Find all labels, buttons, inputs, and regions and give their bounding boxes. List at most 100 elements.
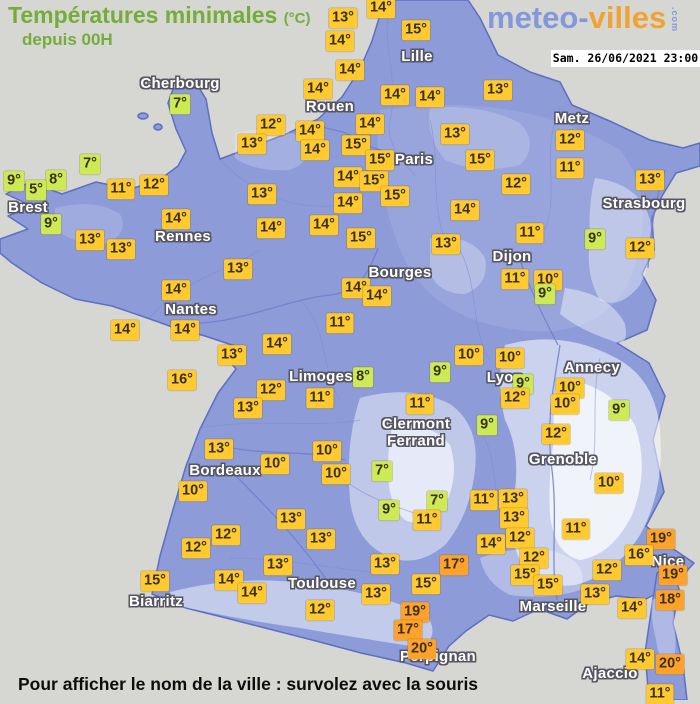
temp-label[interactable]: 13°: [432, 234, 460, 254]
temp-label[interactable]: 13°: [264, 555, 292, 575]
temp-label[interactable]: 9°: [379, 500, 399, 520]
temp-label[interactable]: 13°: [76, 230, 104, 250]
temp-label[interactable]: 7°: [372, 461, 392, 481]
temp-label[interactable]: 14°: [451, 200, 479, 220]
temp-label[interactable]: 9°: [430, 362, 450, 382]
temp-label[interactable]: 13°: [500, 508, 528, 528]
temp-label[interactable]: 13°: [371, 554, 399, 574]
temp-label[interactable]: 11°: [516, 223, 544, 243]
temp-label[interactable]: 12°: [542, 424, 570, 444]
temp-label[interactable]: 12°: [182, 538, 210, 558]
temp-label[interactable]: 16°: [168, 370, 196, 390]
temp-label[interactable]: 19°: [401, 602, 429, 622]
temp-label[interactable]: 13°: [205, 439, 233, 459]
temp-label[interactable]: 14°: [215, 570, 243, 590]
temp-label[interactable]: 7°: [80, 154, 100, 174]
temp-label[interactable]: 10°: [322, 464, 350, 484]
temp-label[interactable]: 14°: [304, 79, 332, 99]
temp-label[interactable]: 20°: [656, 654, 684, 674]
temp-label[interactable]: 8°: [353, 367, 373, 387]
temp-label[interactable]: 14°: [326, 31, 354, 51]
temp-label[interactable]: 9°: [477, 415, 497, 435]
temp-label[interactable]: 11°: [326, 313, 354, 333]
temp-label[interactable]: 14°: [162, 209, 190, 229]
temp-label[interactable]: 12°: [140, 175, 168, 195]
temp-label[interactable]: 10°: [556, 378, 584, 398]
temp-label[interactable]: 13°: [234, 398, 262, 418]
temp-label[interactable]: 13°: [441, 124, 469, 144]
temp-label[interactable]: 12°: [501, 388, 529, 408]
temp-label[interactable]: 18°: [656, 590, 684, 610]
site-logo[interactable]: meteo-villes .com: [487, 2, 680, 33]
temp-label[interactable]: 13°: [499, 489, 527, 509]
temp-label[interactable]: 12°: [502, 174, 530, 194]
temp-label[interactable]: 14°: [334, 193, 362, 213]
temp-label[interactable]: 14°: [257, 218, 285, 238]
temp-label[interactable]: 7°: [427, 491, 447, 511]
temp-label[interactable]: 14°: [111, 320, 139, 340]
temp-label[interactable]: 13°: [329, 8, 357, 28]
temp-label[interactable]: 10°: [179, 481, 207, 501]
temp-label[interactable]: 13°: [107, 239, 135, 259]
temp-label[interactable]: 12°: [212, 525, 240, 545]
temp-label[interactable]: 13°: [224, 259, 252, 279]
temp-label[interactable]: 15°: [366, 150, 394, 170]
temp-label[interactable]: 14°: [367, 0, 395, 18]
temp-label[interactable]: 14°: [342, 278, 370, 298]
temp-label[interactable]: 14°: [310, 215, 338, 235]
temp-label[interactable]: 9°: [535, 284, 555, 304]
temp-label[interactable]: 15°: [534, 575, 562, 595]
temp-label[interactable]: 10°: [551, 394, 579, 414]
temp-label[interactable]: 19°: [647, 529, 675, 549]
temp-label[interactable]: 7°: [170, 94, 190, 114]
temp-label[interactable]: 11°: [413, 510, 441, 530]
temp-label[interactable]: 15°: [511, 565, 539, 585]
temp-label[interactable]: 12°: [520, 548, 548, 568]
temp-label[interactable]: 11°: [556, 158, 584, 178]
temp-label[interactable]: 14°: [356, 114, 384, 134]
temp-label[interactable]: 5°: [26, 180, 46, 200]
temp-label[interactable]: 9°: [609, 400, 629, 420]
temp-label[interactable]: 11°: [406, 394, 434, 414]
temp-label[interactable]: 12°: [257, 380, 285, 400]
temp-label[interactable]: 17°: [394, 620, 422, 640]
temp-label[interactable]: 12°: [306, 600, 334, 620]
temp-label[interactable]: 14°: [477, 534, 505, 554]
temp-label[interactable]: 15°: [412, 574, 440, 594]
temp-label[interactable]: 12°: [257, 115, 285, 135]
temp-label[interactable]: 13°: [248, 184, 276, 204]
temp-label[interactable]: 15°: [347, 228, 375, 248]
temp-label[interactable]: 14°: [381, 85, 409, 105]
temp-label[interactable]: 10°: [496, 348, 524, 368]
temp-label[interactable]: 11°: [501, 269, 529, 289]
temp-label[interactable]: 9°: [4, 171, 24, 191]
temp-label[interactable]: 12°: [626, 238, 654, 258]
temp-label[interactable]: 11°: [107, 179, 135, 199]
temp-label[interactable]: 10°: [455, 345, 483, 365]
temp-label[interactable]: 14°: [301, 140, 329, 160]
temp-label[interactable]: 15°: [381, 186, 409, 206]
temp-label[interactable]: 11°: [470, 490, 498, 510]
temp-label[interactable]: 13°: [581, 584, 609, 604]
temp-label[interactable]: 13°: [307, 529, 335, 549]
temp-label[interactable]: 8°: [46, 170, 66, 190]
temp-label[interactable]: 20°: [408, 639, 436, 659]
temp-label[interactable]: 13°: [362, 584, 390, 604]
temp-label[interactable]: 11°: [562, 519, 590, 539]
temp-label[interactable]: 14°: [363, 286, 391, 306]
temp-label[interactable]: 14°: [162, 280, 190, 300]
temp-label[interactable]: 14°: [238, 583, 266, 603]
temp-label[interactable]: 15°: [466, 150, 494, 170]
temp-label[interactable]: 10°: [595, 473, 623, 493]
temp-label[interactable]: 14°: [416, 87, 444, 107]
temp-label[interactable]: 19°: [659, 565, 687, 585]
temp-label[interactable]: 14°: [334, 167, 362, 187]
temp-label[interactable]: 11°: [306, 388, 334, 408]
temp-label[interactable]: 14°: [171, 320, 199, 340]
temp-label[interactable]: 14°: [618, 598, 646, 618]
temp-label[interactable]: 12°: [506, 528, 534, 548]
temp-label[interactable]: 13°: [484, 80, 512, 100]
temp-label[interactable]: 15°: [360, 171, 388, 191]
temp-label[interactable]: 13°: [218, 345, 246, 365]
temp-label[interactable]: 16°: [625, 545, 653, 565]
